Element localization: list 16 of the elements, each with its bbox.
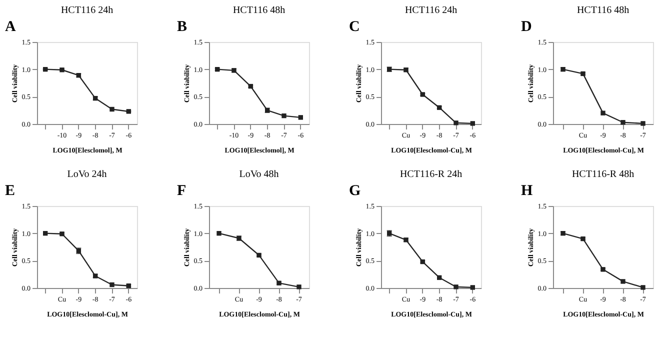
- chart-title: LoVo 48h: [239, 169, 279, 180]
- chart-title: LoVo 24h: [67, 169, 107, 180]
- chart-title: HCT116 24h: [60, 5, 114, 16]
- chart-title: HCT116 24h: [404, 5, 458, 16]
- text: E: [5, 183, 16, 199]
- text: G: [349, 183, 361, 199]
- text: B: [177, 19, 188, 35]
- text: A: [5, 19, 16, 35]
- chart-title: HCT116 48h: [232, 5, 286, 16]
- text: H: [521, 183, 533, 199]
- chart-title: HCT116 48h: [576, 5, 630, 16]
- text: F: [177, 183, 186, 199]
- chart-title: HCT116-R 48h: [572, 169, 634, 180]
- chart-title: HCT116-R 24h: [400, 169, 462, 180]
- text: C: [349, 19, 360, 35]
- text: D: [521, 19, 532, 35]
